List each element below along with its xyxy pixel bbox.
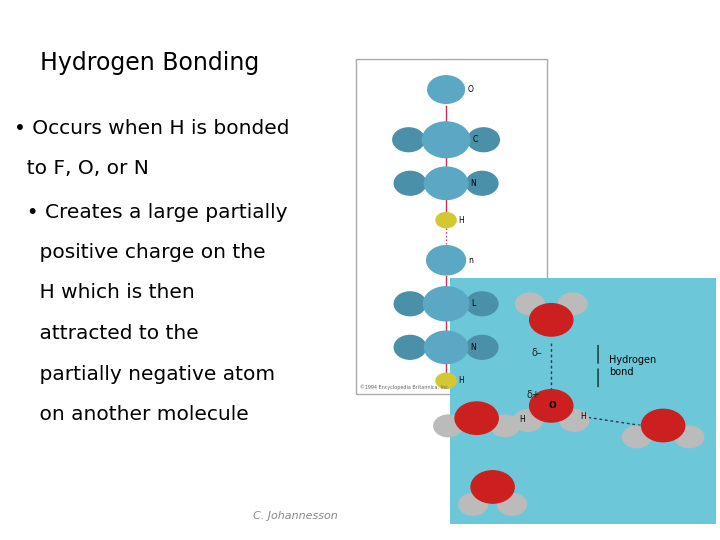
Text: • Creates a large partially: • Creates a large partially (14, 202, 288, 221)
Text: H: H (519, 415, 525, 424)
Circle shape (468, 128, 500, 152)
Circle shape (436, 373, 456, 388)
Text: C. Johannesson: C. Johannesson (253, 511, 338, 521)
Text: O: O (549, 401, 557, 410)
Circle shape (471, 471, 514, 503)
Circle shape (513, 410, 542, 431)
FancyBboxPatch shape (356, 59, 547, 394)
Circle shape (642, 409, 685, 442)
Text: • Occurs when H is bonded: • Occurs when H is bonded (14, 119, 290, 138)
Circle shape (434, 415, 463, 437)
Circle shape (675, 426, 703, 448)
Circle shape (467, 335, 498, 359)
Text: δ–: δ– (531, 348, 542, 357)
Text: N: N (471, 343, 477, 352)
Text: H which is then: H which is then (14, 284, 195, 302)
Text: on another molecule: on another molecule (14, 405, 249, 424)
Text: ©1994 Encyclopedia Britannica, Inc.: ©1994 Encyclopedia Britannica, Inc. (360, 384, 449, 390)
Text: Hydrogen
bond: Hydrogen bond (609, 355, 656, 377)
Circle shape (490, 415, 519, 437)
Circle shape (423, 287, 469, 321)
Circle shape (459, 494, 487, 515)
FancyBboxPatch shape (450, 278, 716, 524)
Circle shape (425, 167, 468, 199)
Text: L: L (472, 299, 476, 308)
Text: to F, O, or N: to F, O, or N (14, 159, 149, 178)
Circle shape (455, 402, 498, 434)
Circle shape (423, 122, 470, 158)
Circle shape (560, 410, 589, 431)
Circle shape (393, 128, 425, 152)
Circle shape (558, 293, 587, 315)
Text: Hydrogen Bonding: Hydrogen Bonding (40, 51, 259, 75)
Circle shape (530, 303, 573, 336)
Circle shape (516, 293, 544, 315)
Circle shape (530, 390, 573, 422)
Text: N: N (471, 179, 477, 188)
Text: C: C (473, 135, 478, 144)
Text: H: H (459, 376, 464, 386)
Circle shape (467, 292, 498, 316)
Text: positive charge on the: positive charge on the (14, 243, 266, 262)
Circle shape (498, 494, 526, 515)
Text: n: n (469, 256, 473, 265)
Circle shape (623, 426, 652, 448)
Circle shape (395, 171, 426, 195)
Text: H: H (580, 412, 586, 421)
Text: attracted to the: attracted to the (14, 324, 199, 343)
Text: δ+: δ+ (526, 390, 540, 400)
Circle shape (436, 213, 456, 228)
Circle shape (428, 76, 464, 103)
Text: H: H (459, 215, 464, 225)
Circle shape (427, 246, 466, 275)
Circle shape (395, 335, 426, 359)
Circle shape (425, 331, 468, 363)
Text: partially negative atom: partially negative atom (14, 364, 276, 383)
Circle shape (395, 292, 426, 316)
Circle shape (467, 171, 498, 195)
Text: O: O (467, 85, 473, 94)
